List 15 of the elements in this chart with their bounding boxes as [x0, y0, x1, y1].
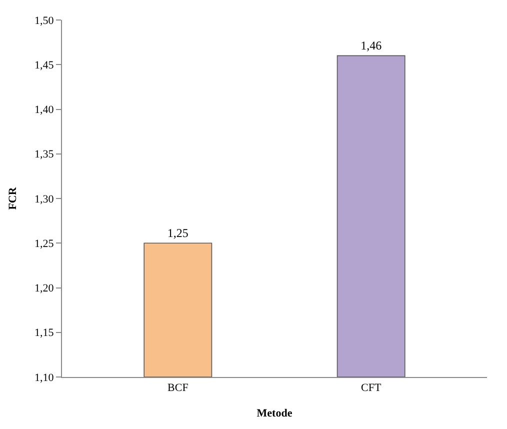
y-tick-label: 1,50	[34, 14, 54, 27]
y-tick-label: 1,40	[34, 104, 54, 116]
data-label: 1,46	[360, 38, 382, 53]
y-tick-label: 1,20	[34, 282, 54, 295]
x-tick-label: CFT	[360, 382, 382, 394]
data-label: 1,25	[167, 226, 188, 240]
x-axis-title: Metode	[256, 407, 292, 420]
x-tick-label: BCF	[168, 382, 188, 394]
y-tick-label: 1,10	[34, 372, 54, 384]
y-tick-label: 1,25	[34, 238, 54, 250]
y-tick-label: 1,15	[34, 327, 54, 340]
y-tick-label: 1,45	[34, 59, 54, 72]
y-tick-label: 1,35	[34, 148, 54, 161]
y-tick-label: 1,30	[34, 193, 54, 206]
y-axis-title: FCR	[7, 186, 20, 210]
